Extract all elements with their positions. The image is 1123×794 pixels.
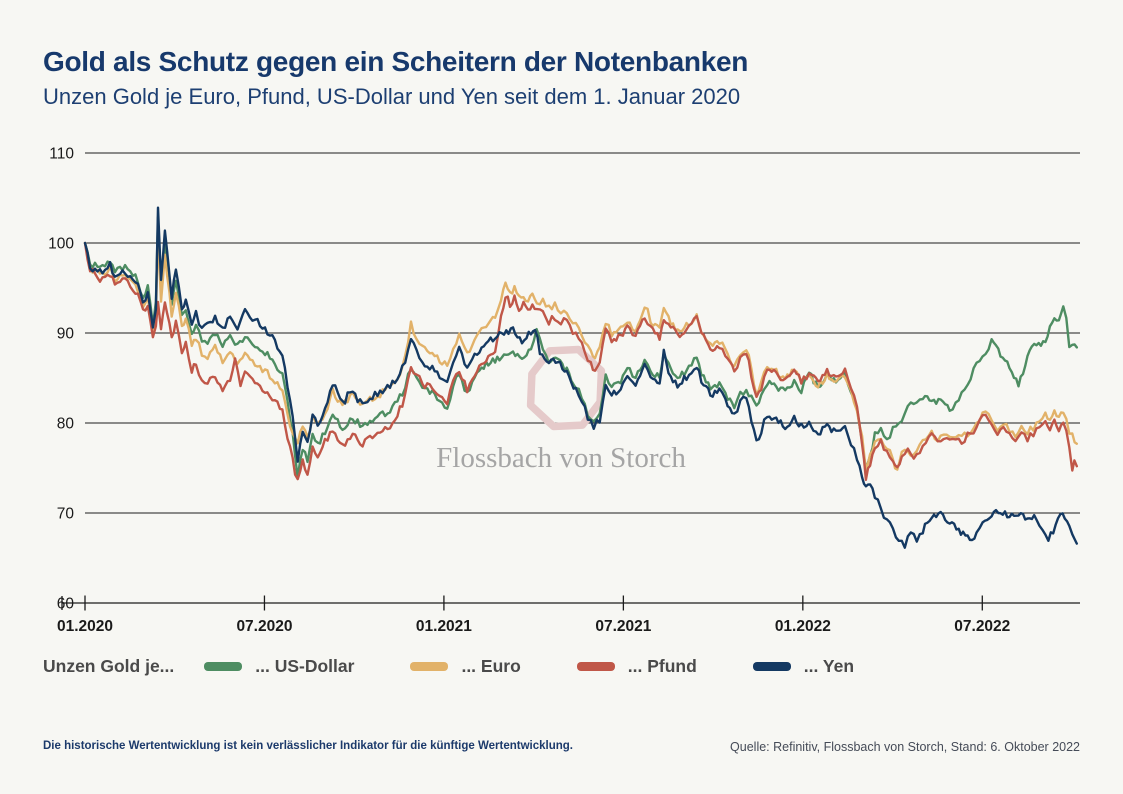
legend-swatch-icon: [410, 662, 449, 671]
series-line-yen: [83, 206, 1078, 549]
legend-label: ... Euro: [461, 656, 521, 676]
legend-label: ... Yen: [803, 656, 855, 676]
svg-text:01.2020: 01.2020: [57, 618, 113, 635]
svg-text:07.2022: 07.2022: [954, 618, 1010, 635]
disclaimer-text: Die historische Wertentwicklung ist kein…: [43, 740, 573, 752]
watermark: Flossbach von Storch: [436, 345, 686, 474]
svg-text:01.2022: 01.2022: [775, 618, 831, 635]
svg-text:80: 80: [57, 416, 75, 433]
watermark-text: Flossbach von Storch: [436, 442, 686, 474]
series-line-pfund: [83, 241, 1078, 481]
legend-swatch-icon: [752, 662, 791, 671]
svg-text:70: 70: [57, 506, 75, 523]
legend-item-usdollar: ... US-Dollar: [204, 656, 354, 677]
page-title: Gold als Schutz gegen ein Scheitern der …: [43, 46, 749, 77]
legend-label: ... Pfund: [627, 656, 697, 676]
legend-item-euro: ... Euro: [410, 656, 521, 677]
legend-items: ... US-Dollar ... Euro ... Pfund ... Yen: [204, 656, 910, 677]
svg-text:01.2021: 01.2021: [416, 618, 472, 635]
legend-prefix: Unzen Gold je...: [43, 656, 175, 676]
source-text: Quelle: Refinitiv, Flossbach von Storch,…: [730, 740, 1080, 754]
x-axis: [61, 595, 1080, 611]
svg-text:60: 60: [57, 596, 75, 613]
svg-text:110: 110: [49, 146, 74, 163]
svg-text:100: 100: [48, 236, 74, 253]
gridlines: [85, 152, 1080, 514]
octagon-outline-icon: [526, 345, 606, 431]
svg-text:07.2021: 07.2021: [595, 618, 651, 635]
x-axis-labels: 01.2020 07.2020 01.2021 07.2021 01.2022 07.20…: [57, 618, 1010, 635]
svg-text:90: 90: [57, 326, 75, 343]
legend-swatch-icon: [204, 662, 243, 671]
legend-swatch-icon: [576, 662, 615, 671]
svg-text:07.2020: 07.2020: [236, 618, 292, 635]
legend-item-pfund: ... Pfund: [576, 656, 697, 677]
series-line-us-dollar: [83, 216, 1078, 480]
y-axis-labels: 60 70 80 90 100 110: [48, 146, 74, 613]
chart-legend: Unzen Gold je... ... US-Dollar ... Euro..…: [43, 656, 910, 677]
page-subtitle: Unzen Gold je Euro, Pfund, US-Dollar und…: [43, 84, 741, 109]
legend-label: ... US-Dollar: [255, 656, 355, 676]
legend-item-yen: ... Yen: [752, 656, 855, 677]
